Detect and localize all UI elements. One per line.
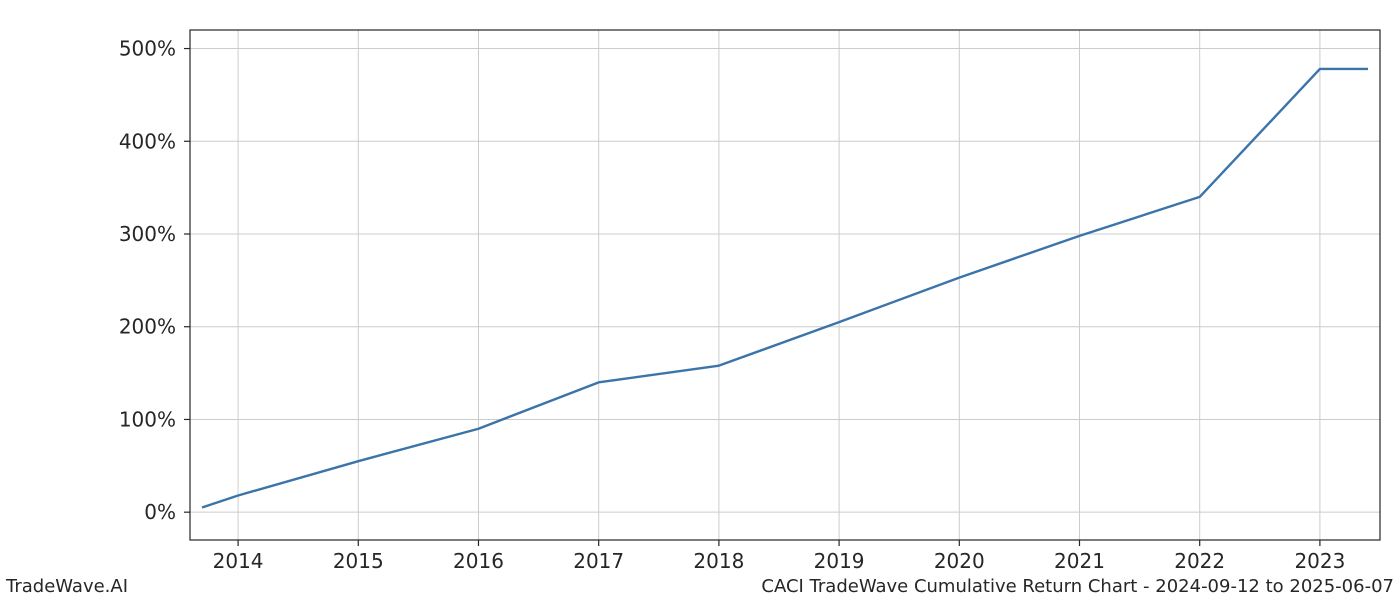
x-tick-label: 2022 (1174, 549, 1225, 573)
x-tick-label: 2016 (453, 549, 504, 573)
x-tick-label: 2018 (693, 549, 744, 573)
y-tick-label: 200% (119, 315, 176, 339)
footer-left-label: TradeWave.AI (5, 576, 128, 597)
footer-right-label: CACI TradeWave Cumulative Return Chart -… (761, 576, 1394, 597)
y-tick-label: 300% (119, 222, 176, 246)
x-tick-label: 2019 (814, 549, 865, 573)
y-tick-label: 0% (144, 500, 176, 524)
x-tick-label: 2023 (1294, 549, 1345, 573)
chart-background (0, 0, 1400, 600)
y-tick-label: 100% (119, 407, 176, 431)
chart-container: 2014 2015 2016 2017 2018 2019 2020 2021 2022 2023… (0, 0, 1400, 600)
x-tick-label: 2015 (333, 549, 384, 573)
y-tick-label: 500% (119, 37, 176, 61)
line-chart-svg: 2014 2015 2016 2017 2018 2019 2020 2021 2022 2023… (0, 0, 1400, 600)
x-tick-label: 2021 (1054, 549, 1105, 573)
x-tick-label: 2017 (573, 549, 624, 573)
x-tick-label: 2020 (934, 549, 985, 573)
x-tick-label: 2014 (213, 549, 264, 573)
y-tick-label: 400% (119, 129, 176, 153)
